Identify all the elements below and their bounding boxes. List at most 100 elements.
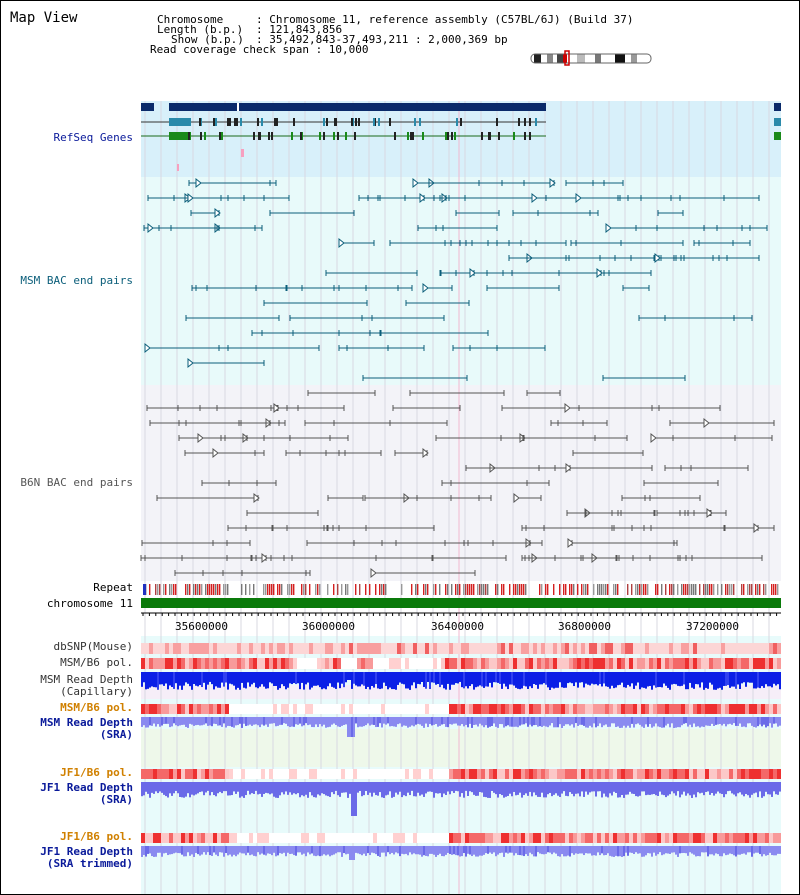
polymorphism-cell — [517, 769, 521, 779]
depth-bar — [179, 672, 181, 686]
depth-bar — [429, 717, 431, 725]
polymorphism-cell — [757, 704, 761, 714]
depth-bar — [521, 717, 523, 725]
polymorphism-cell — [765, 833, 769, 843]
polymorphism-cell — [365, 658, 369, 669]
depth-bar — [503, 846, 505, 857]
polymorphism-cell — [469, 769, 473, 779]
gene-block — [169, 103, 546, 111]
depth-bar — [395, 672, 397, 690]
polymorphism-cell — [625, 658, 629, 669]
depth-bar — [571, 782, 573, 794]
depth-bar — [779, 782, 781, 792]
polymorphism-cell — [429, 658, 433, 669]
depth-bar — [585, 717, 587, 728]
depth-bar — [531, 846, 533, 855]
depth-bar — [421, 782, 423, 795]
ideogram-marker — [564, 50, 570, 66]
depth-bar — [513, 672, 515, 686]
depth-bar — [377, 782, 379, 796]
exon — [524, 118, 526, 126]
depth-bar — [565, 717, 567, 725]
track-label-refseq[interactable]: RefSeq Genes — [53, 131, 133, 144]
depth-bar — [183, 672, 185, 686]
polymorphism-cell — [649, 658, 653, 669]
depth-bar — [541, 672, 543, 685]
repeat-element — [695, 584, 697, 595]
depth-bar — [229, 672, 231, 684]
depth-bar — [351, 672, 353, 689]
depth-bar — [551, 782, 553, 797]
polymorphism-cell — [725, 704, 729, 714]
depth-bar — [765, 782, 767, 792]
depth-bar — [571, 846, 573, 854]
depth-bar — [349, 717, 351, 737]
depth-bar — [745, 672, 747, 687]
depth-bar — [187, 672, 189, 684]
depth-bar — [239, 782, 241, 798]
depth-bar — [359, 672, 361, 687]
depth-bar — [343, 782, 345, 793]
polymorphism-cell — [293, 769, 297, 779]
depth-bar — [373, 672, 375, 688]
depth-bar — [599, 846, 601, 856]
depth-bar — [631, 717, 633, 724]
repeat-element — [637, 584, 639, 595]
polymorphism-cell — [149, 769, 153, 779]
depth-bar — [157, 717, 159, 725]
polymorphism-cell — [369, 704, 373, 714]
depth-bar — [607, 846, 609, 854]
depth-bar — [293, 717, 295, 727]
exon — [319, 132, 321, 140]
depth-bar — [431, 717, 433, 726]
polymorphism-cell — [213, 833, 217, 843]
depth-bar — [741, 717, 743, 727]
repeat-element — [481, 584, 483, 595]
polymorphism-cell — [397, 658, 401, 669]
polymorphism-cell — [521, 643, 525, 654]
depth-bar — [663, 782, 665, 796]
exon — [227, 118, 229, 126]
depth-bar — [357, 782, 359, 793]
depth-bar — [401, 782, 403, 798]
depth-bar — [159, 717, 161, 727]
depth-bar — [381, 782, 383, 798]
track-label-b6n-bac[interactable]: B6N BAC end pairs — [20, 476, 133, 489]
depth-bar — [765, 717, 767, 728]
depth-bar — [427, 782, 429, 792]
depth-bar — [395, 782, 397, 793]
depth-bar — [605, 846, 607, 856]
depth-bar — [283, 717, 285, 724]
polymorphism-cell — [241, 643, 245, 654]
pair-arrow — [273, 402, 280, 414]
depth-bar — [249, 672, 251, 687]
polymorphism-cell — [185, 704, 189, 714]
depth-bar — [749, 717, 751, 724]
polymorphism-cell — [457, 769, 461, 779]
polymorphism-cell — [681, 643, 685, 654]
depth-bar — [505, 717, 507, 727]
polymorphism-cell — [317, 769, 321, 779]
depth-bar — [199, 672, 201, 686]
polymorphism-cell — [173, 833, 177, 843]
polymorphism-cell — [421, 704, 425, 714]
polymorphism-cell — [533, 643, 537, 654]
depth-bar — [305, 846, 307, 857]
polymorphism-cell — [609, 658, 613, 669]
depth-bar — [489, 846, 491, 853]
depth-bar — [751, 782, 753, 795]
polymorphism-cell — [189, 704, 193, 714]
repeat-element — [597, 584, 599, 595]
depth-bar — [463, 782, 465, 798]
depth-bar — [735, 717, 737, 726]
repeat-element — [771, 584, 773, 595]
polymorphism-cell — [361, 704, 365, 714]
depth-bar — [265, 782, 267, 793]
depth-bar — [461, 717, 463, 725]
depth-bar — [345, 846, 347, 855]
repeat-element — [205, 584, 207, 595]
polymorphism-cell — [345, 833, 349, 843]
track-label-msm-bac[interactable]: MSM BAC end pairs — [20, 274, 133, 287]
depth-bar — [315, 846, 317, 857]
